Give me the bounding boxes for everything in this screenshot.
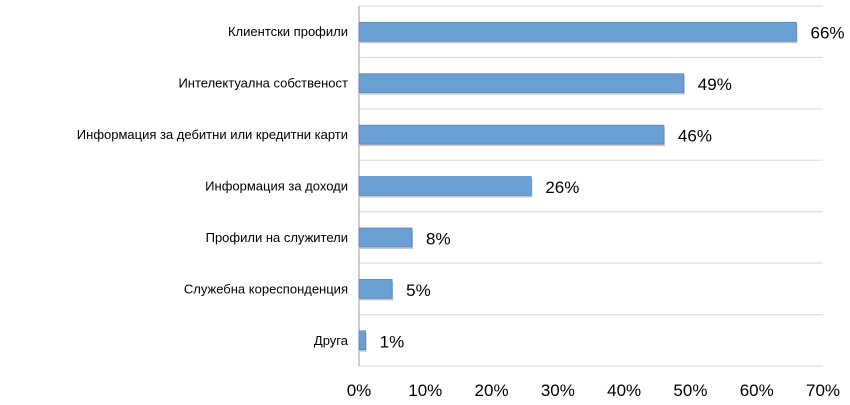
x-tick-label: 40% <box>607 381 641 400</box>
value-label: 66% <box>810 24 844 43</box>
value-label: 49% <box>698 75 732 94</box>
x-tick-label: 60% <box>740 381 774 400</box>
category-label: Друга <box>314 333 349 348</box>
category-label: Профили на служители <box>206 230 348 245</box>
bar <box>358 176 532 196</box>
x-tick-label: 10% <box>408 381 442 400</box>
value-labels: 66% 49% 46% 26% 8% 5% 1% <box>380 24 845 352</box>
category-label: Служебна кореспонденция <box>184 281 348 296</box>
category-label: Информация за доходи <box>205 179 348 194</box>
bar <box>358 124 665 145</box>
category-label: Интелектуална собственост <box>178 76 348 91</box>
value-label: 8% <box>426 229 451 248</box>
category-labels: Клиентски профили Интелектуална собствено… <box>77 24 349 348</box>
bar <box>358 73 685 93</box>
x-tick-label: 70% <box>806 381 840 400</box>
x-tick-label: 50% <box>673 381 707 400</box>
category-label: Информация за дебитни или кредитни карти <box>77 127 348 142</box>
bar <box>358 330 366 351</box>
value-label: 26% <box>545 178 579 197</box>
x-tick-label: 20% <box>475 381 509 400</box>
value-label: 46% <box>678 127 712 146</box>
category-label: Клиентски профили <box>228 24 348 39</box>
bar <box>358 21 797 42</box>
bar <box>358 227 413 248</box>
bars <box>358 21 798 352</box>
value-label: 1% <box>380 332 405 351</box>
x-tick-label: 30% <box>541 381 575 400</box>
bar <box>358 279 393 299</box>
x-tick-label: 0% <box>347 381 372 400</box>
value-label: 5% <box>406 281 431 300</box>
x-axis-ticks: 0% 10% 20% 30% 40% 50% 60% 70% <box>347 381 840 400</box>
